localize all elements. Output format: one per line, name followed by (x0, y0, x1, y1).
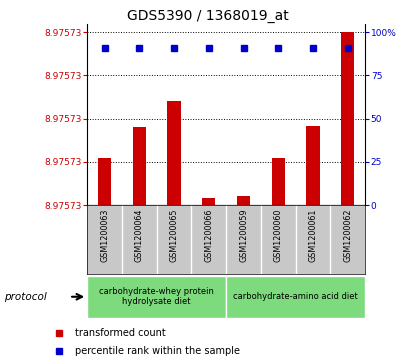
Text: GSM1200063: GSM1200063 (100, 208, 109, 262)
Bar (226, 276, 365, 318)
Bar (237, 196, 250, 205)
Bar (133, 127, 146, 205)
Text: GSM1200064: GSM1200064 (135, 208, 144, 262)
Text: GDS5390 / 1368019_at: GDS5390 / 1368019_at (127, 9, 288, 23)
Text: GSM1200061: GSM1200061 (309, 208, 317, 262)
Text: GSM1200066: GSM1200066 (204, 208, 213, 262)
Text: carbohydrate-whey protein
hydrolysate diet: carbohydrate-whey protein hydrolysate di… (99, 287, 214, 306)
Bar (341, 32, 354, 205)
Text: carbohydrate-amino acid diet: carbohydrate-amino acid diet (233, 292, 358, 301)
Text: transformed count: transformed count (75, 328, 166, 338)
Text: GSM1200062: GSM1200062 (343, 208, 352, 262)
Text: GSM1200060: GSM1200060 (274, 208, 283, 262)
Text: GSM1200065: GSM1200065 (170, 208, 178, 262)
Bar (87, 276, 226, 318)
Bar (98, 158, 111, 205)
Text: percentile rank within the sample: percentile rank within the sample (75, 346, 240, 356)
Text: protocol: protocol (4, 292, 47, 302)
Bar (272, 158, 285, 205)
Bar (167, 101, 181, 205)
Text: GSM1200059: GSM1200059 (239, 208, 248, 262)
Bar (306, 126, 320, 205)
Bar (202, 198, 215, 205)
